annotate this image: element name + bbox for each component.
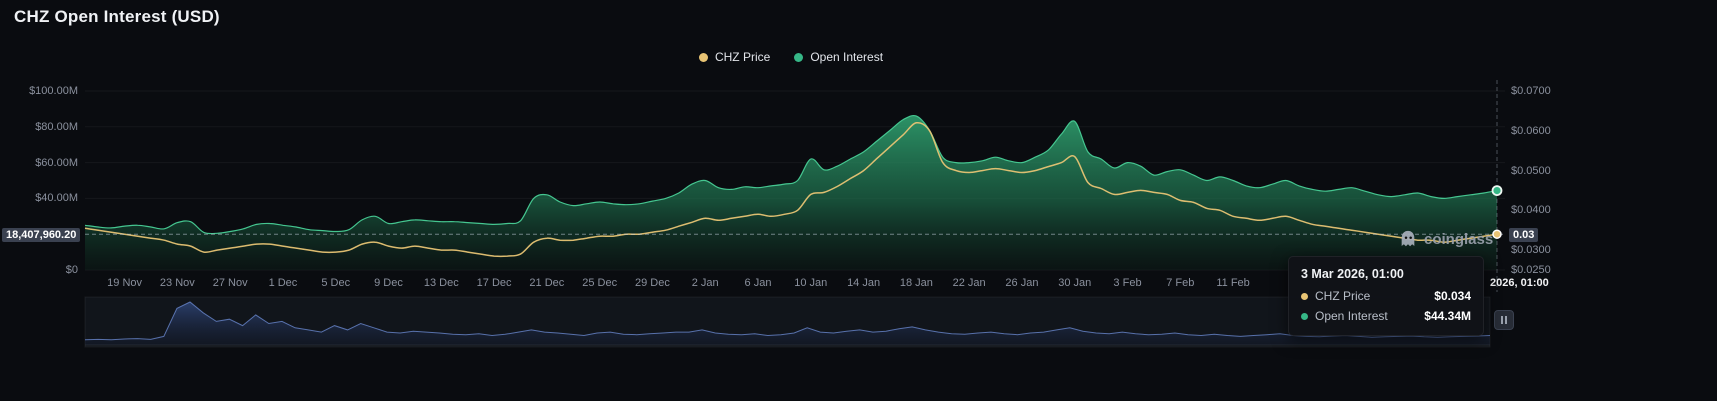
x-axis-label: 11 Feb [1216, 277, 1250, 289]
x-axis-label: 18 Jan [899, 277, 933, 289]
open-interest-area [85, 115, 1497, 270]
left-axis-label: $0 [65, 264, 78, 276]
chz-price-line [84, 121, 1498, 258]
x-axis-label: 19 Nov [107, 277, 143, 289]
x-axis-label: 27 Nov [212, 277, 248, 289]
x-axis-label: 13 Dec [423, 277, 459, 289]
left-axis-label: $60.00M [35, 156, 78, 169]
legend: CHZ Price Open Interest [85, 50, 1497, 64]
legend-item-chz-price[interactable]: CHZ Price [698, 50, 771, 64]
legend-item-open-interest[interactable]: Open Interest [794, 50, 883, 64]
coinglass-ghost-icon [1401, 230, 1415, 247]
page-title: CHZ Open Interest (USD) [14, 7, 220, 26]
tooltip-row: CHZ Price $0.034 [1301, 289, 1471, 303]
x-axis-label: 26 Jan [1005, 277, 1039, 289]
left-axis-label: $40.00M [35, 192, 78, 205]
x-axis-label: 7 Feb [1166, 277, 1195, 289]
x-axis-label: 2 Jan [691, 277, 719, 289]
right-axis-label: $0.0700 [1511, 85, 1551, 97]
left-axis-label: $100.00M [29, 85, 78, 97]
x-axis-label: 25 Dec [582, 277, 618, 289]
x-axis-label: 29 Dec [635, 277, 670, 289]
x-axis-label: 6 Jan [744, 277, 772, 289]
legend-dot-icon [698, 52, 708, 62]
chart-tooltip: 3 Mar 2026, 01:00 CHZ Price $0.034 Open In… [1288, 256, 1484, 336]
right-axis-current-value: 0.03 [1509, 228, 1539, 243]
watermark-label: coinglass [1424, 230, 1494, 248]
series-dot-icon [1301, 292, 1308, 300]
pause-icon [1501, 316, 1503, 324]
x-axis-label: 17 Dec [476, 277, 512, 289]
right-axis-label: $0.0300 [1511, 244, 1551, 257]
x-axis-label: 22 Jan [952, 277, 986, 289]
left-axis-label: $80.00M [35, 120, 78, 133]
x-axis-label: 21 Dec [529, 277, 565, 289]
x-axis-label: 5 Dec [321, 277, 351, 289]
x-axis-label: 14 Jan [847, 277, 881, 289]
tooltip-series-value: $0.034 [1434, 289, 1471, 303]
tooltip-series-value: $44.34M [1424, 309, 1471, 323]
right-axis-label: $0.0500 [1511, 164, 1551, 177]
right-axis-label: $0.0600 [1511, 124, 1551, 137]
tooltip-rows: CHZ Price $0.034 Open Interest $44.34M [1301, 289, 1471, 323]
x-axis-label: 30 Jan [1058, 277, 1092, 289]
chz-price-end-dot [1492, 229, 1502, 239]
legend-label: Open Interest [810, 50, 884, 64]
right-axis-label: $0.0250 [1511, 264, 1551, 276]
left-axis-current-badge: 18,407,960.20 [2, 225, 81, 243]
navigator-line [84, 301, 1491, 341]
x-axis-label: 1 Dec [268, 277, 298, 289]
tooltip-row: Open Interest $44.34M [1301, 309, 1471, 323]
series-dot-icon [1301, 312, 1308, 320]
tooltip-series-label: Open Interest [1315, 309, 1388, 323]
pause-icon [1505, 316, 1507, 324]
x-axis-label: 23 Nov [159, 277, 195, 289]
open-interest-line [84, 114, 1498, 235]
tooltip-series-label: CHZ Price [1315, 289, 1371, 303]
open-interest-end-dot [1491, 185, 1503, 197]
coinglass-watermark: coinglass [1398, 229, 1493, 249]
legend-label: CHZ Price [714, 50, 771, 64]
x-axis-label: 10 Jan [794, 277, 828, 289]
x-axis-label: 9 Dec [374, 277, 403, 289]
x-axis-label: 3 Feb [1113, 277, 1142, 289]
tooltip-date: 3 Mar 2026, 01:00 [1301, 267, 1404, 281]
x-axis-current-time-label: 2026, 01:00 [1490, 277, 1549, 289]
right-axis-label: $0.0400 [1511, 204, 1551, 217]
left-axis-current-value: 18,407,960.20 [2, 228, 81, 243]
legend-dot-icon [794, 52, 804, 62]
right-axis-current-badge: 0.03 [1509, 225, 1539, 243]
pause-button[interactable] [1494, 310, 1514, 330]
